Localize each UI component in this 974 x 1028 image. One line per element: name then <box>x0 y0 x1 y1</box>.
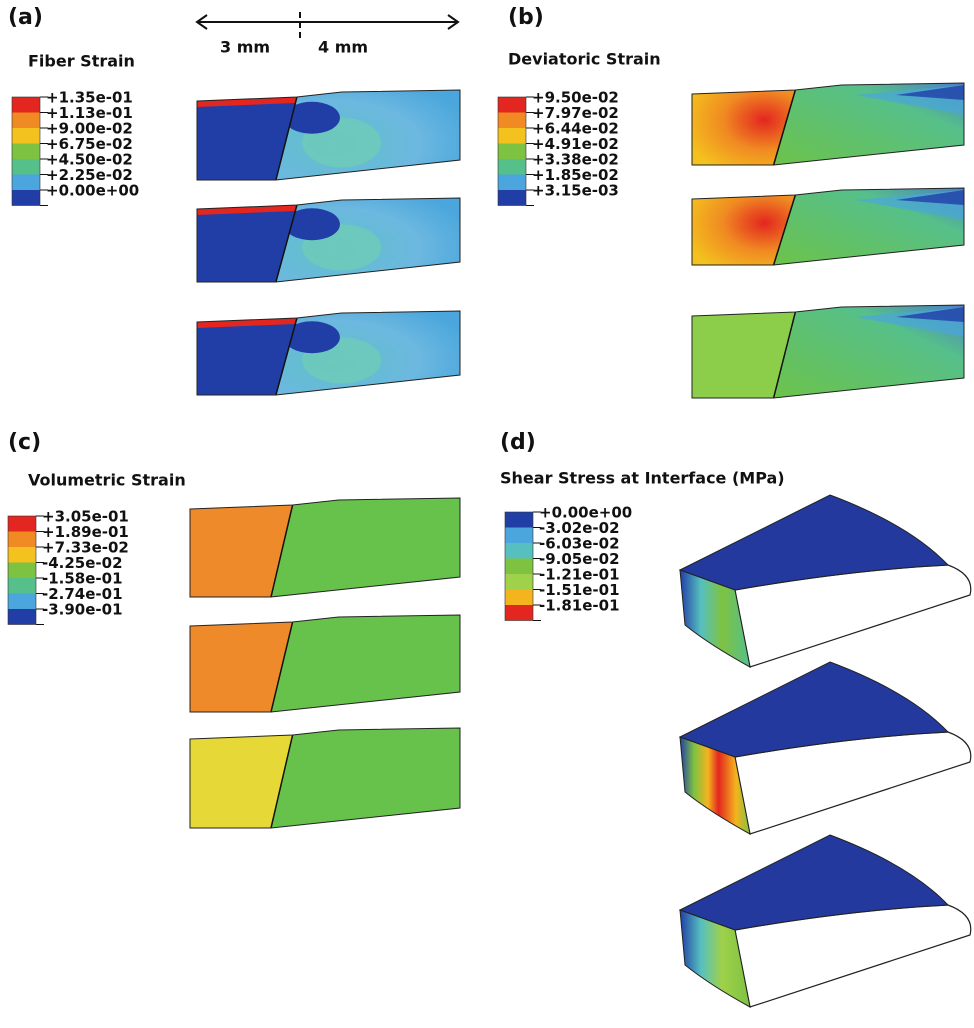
legend-swatch <box>12 159 40 175</box>
legend-label: -3.90e-01 <box>42 601 123 619</box>
shear-block <box>680 835 971 1007</box>
contour-plot <box>197 198 460 282</box>
legend-swatch <box>505 590 533 606</box>
legend-label: -1.81e-01 <box>539 597 620 615</box>
legend-swatch <box>12 113 40 129</box>
panel-title: Volumetric Strain <box>28 471 186 490</box>
contour-plot <box>692 188 964 265</box>
panel-title: Fiber Strain <box>28 52 135 71</box>
legend-swatch <box>12 175 40 191</box>
panel-label: (c) <box>8 430 41 455</box>
legend-swatch <box>12 190 40 206</box>
legend-swatch <box>505 528 533 544</box>
contour-plot <box>197 311 460 395</box>
legend-swatch <box>505 574 533 590</box>
contour-plot <box>190 615 460 712</box>
contour-plot <box>197 90 460 180</box>
legend-swatch <box>8 532 36 548</box>
legend-label: +0.00e+00 <box>46 182 139 200</box>
legend-swatch <box>8 563 36 579</box>
contour-plot <box>692 305 964 398</box>
shear-block <box>680 495 971 667</box>
legend-swatch <box>505 605 533 621</box>
legend-swatch <box>505 559 533 575</box>
legend-label: +3.15e-03 <box>532 182 619 200</box>
legend-swatch <box>498 175 526 191</box>
panel-label: (a) <box>8 5 43 30</box>
strip-right <box>271 728 460 828</box>
panel-title: Deviatoric Strain <box>508 50 661 69</box>
legend-swatch <box>12 97 40 113</box>
strip-right <box>271 615 460 712</box>
legend-swatch <box>498 97 526 113</box>
legend-swatch <box>8 516 36 532</box>
legend-swatch <box>498 144 526 160</box>
shear-block <box>680 662 971 834</box>
contour-plot <box>190 728 460 828</box>
legend-swatch <box>498 113 526 129</box>
legend-swatch <box>12 128 40 144</box>
panel-label: (d) <box>500 430 536 455</box>
panel-label: (b) <box>508 5 544 30</box>
legend-swatch <box>8 578 36 594</box>
legend-swatch <box>505 512 533 528</box>
legend-swatch <box>498 128 526 144</box>
legend-swatch <box>8 594 36 610</box>
contour-plot <box>692 83 964 165</box>
legend-swatch <box>505 543 533 559</box>
legend-swatch <box>8 547 36 563</box>
legend-swatch <box>498 159 526 175</box>
strip-right <box>271 498 460 597</box>
legend-swatch <box>12 144 40 160</box>
panel-title: Shear Stress at Interface (MPa) <box>500 469 785 488</box>
contour-plot <box>190 498 460 597</box>
legend-swatch <box>498 190 526 206</box>
scale-left: 3 mm <box>220 38 270 57</box>
scale-right: 4 mm <box>318 38 368 57</box>
legend-swatch <box>8 609 36 625</box>
figure: 3 mm 4 mm (a)Fiber Strain+1.35e-01+1.13e… <box>0 0 974 1028</box>
